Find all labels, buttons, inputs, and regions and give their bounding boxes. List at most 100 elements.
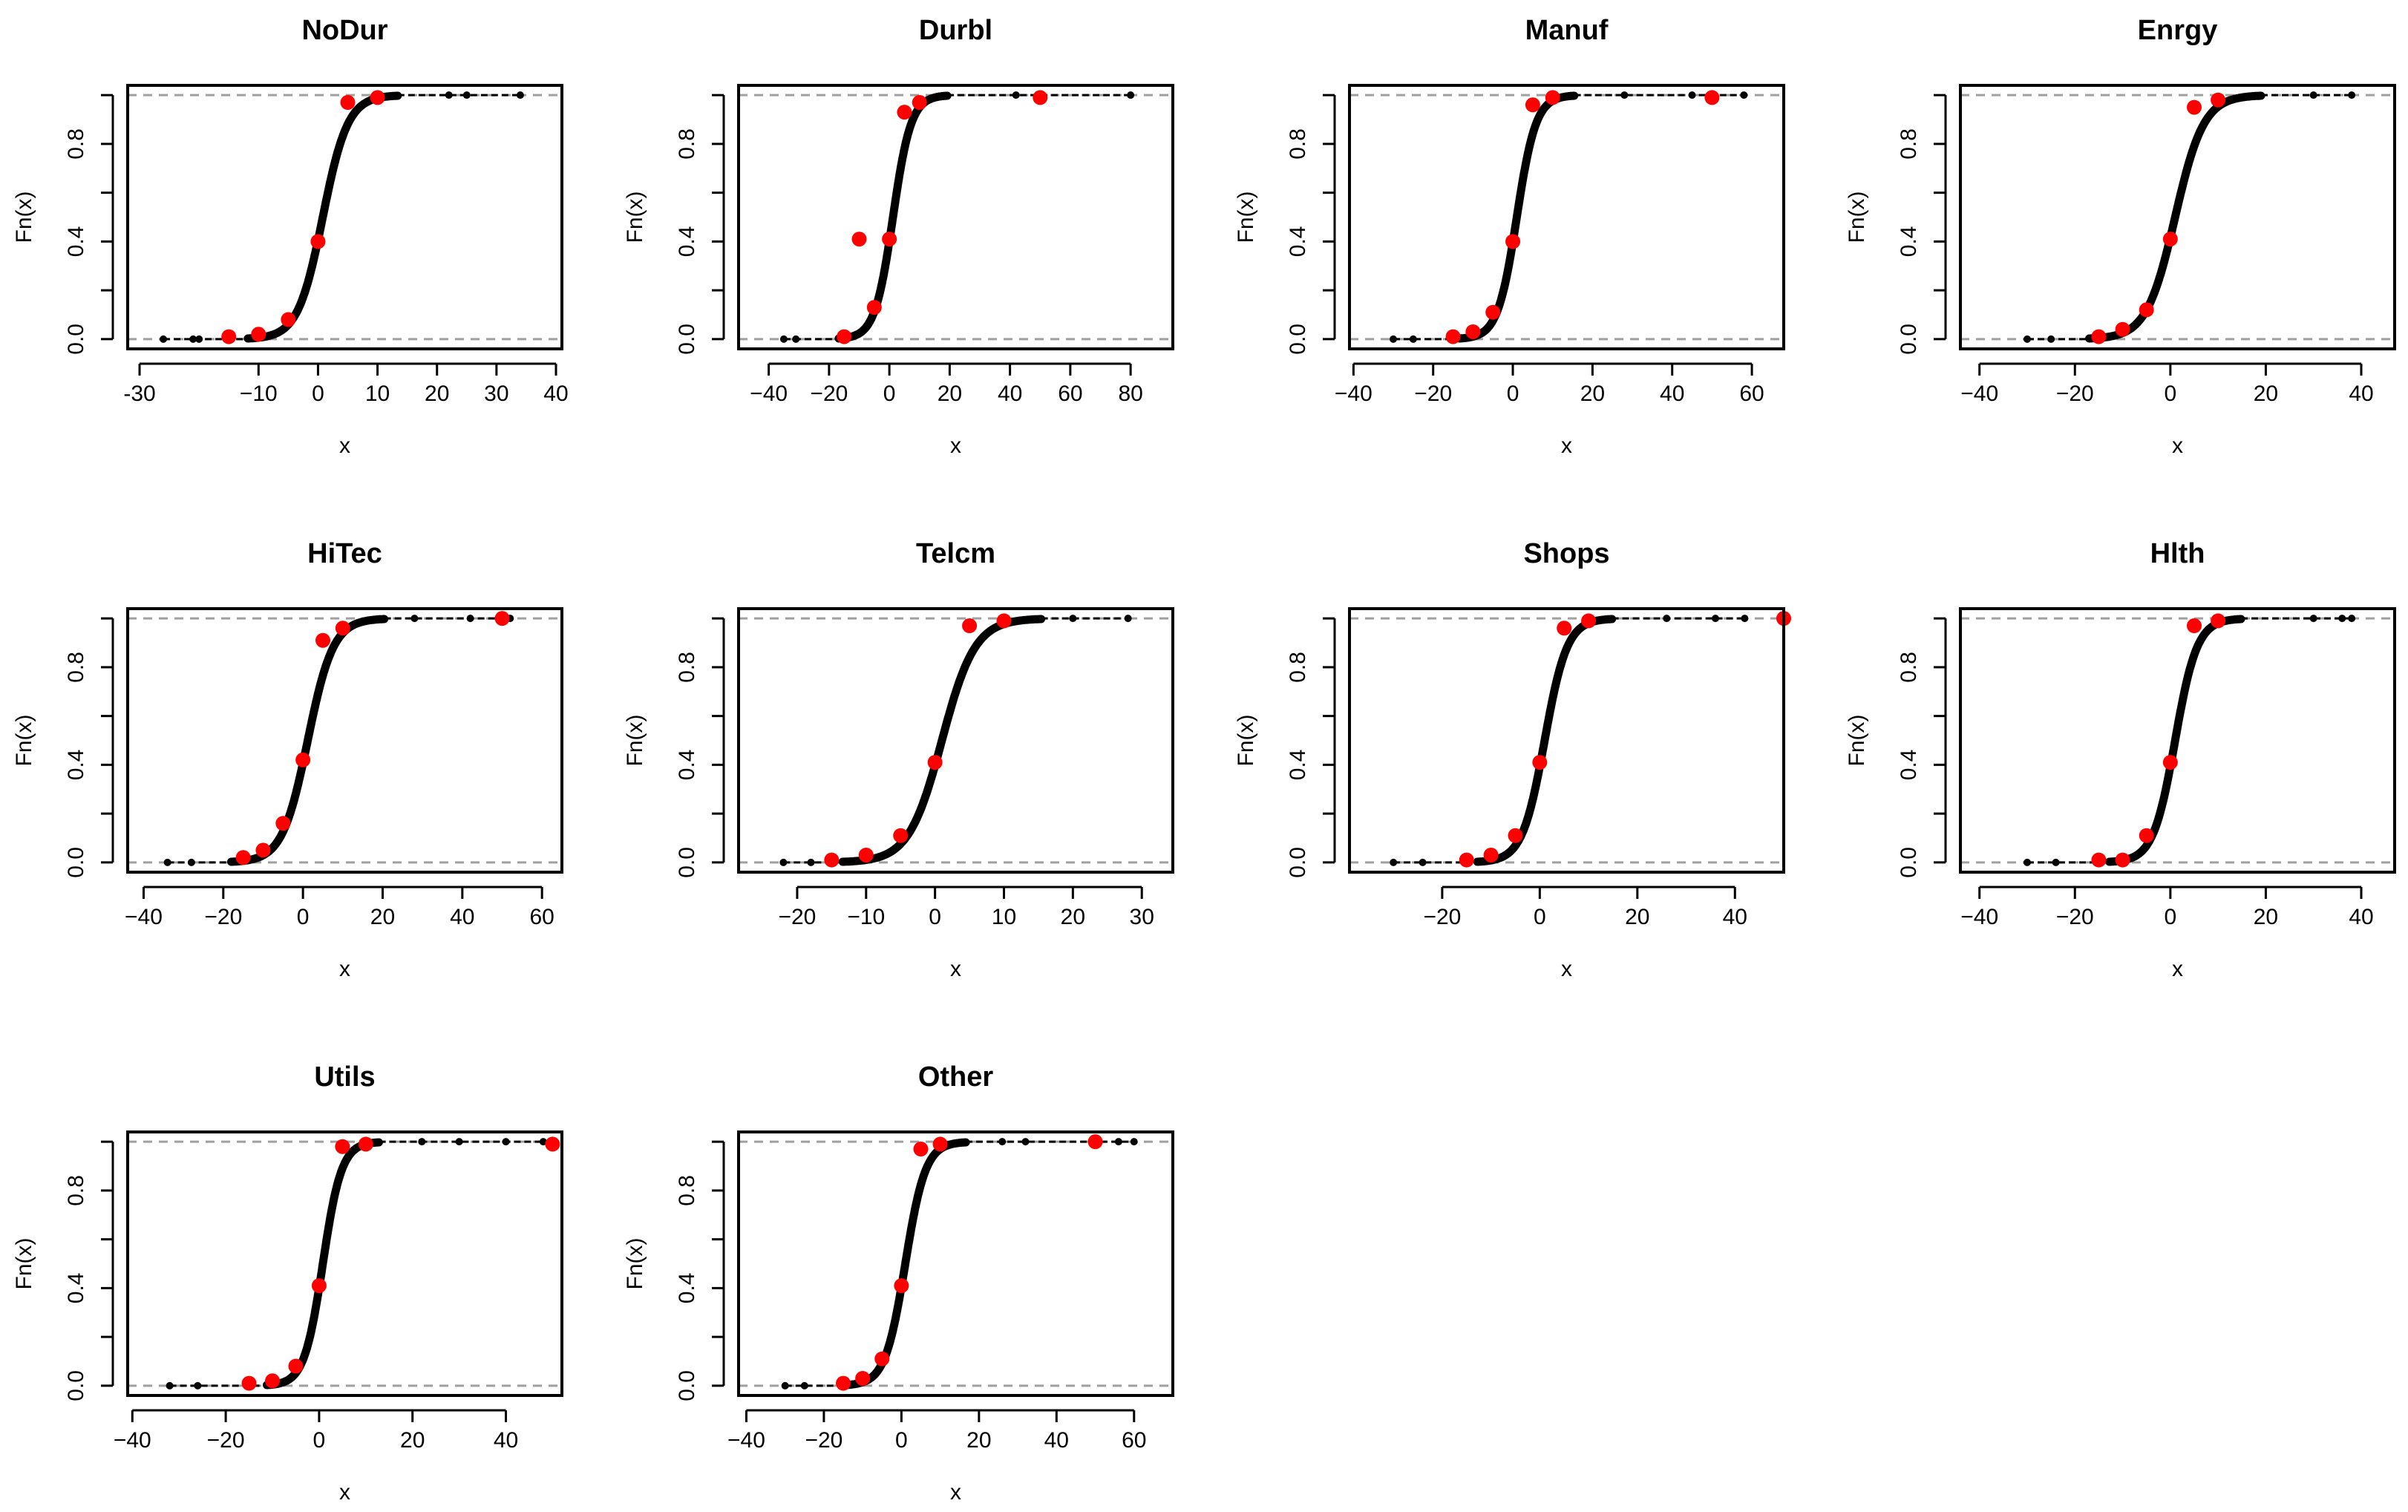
y-axis-label: Fn(x): [1845, 192, 1869, 243]
data-point: [1704, 90, 1720, 105]
x-tick-label: 40: [1660, 382, 1684, 406]
ecdf-step-point: [2023, 335, 2031, 343]
y-tick-label: 0.0: [64, 847, 88, 878]
x-tick-label: 0: [883, 382, 896, 406]
data-point: [1459, 852, 1474, 868]
panel-hitec: HiTec −40 −20 0 20 40 60 x 0.0 0.4 0.8 Fn(x): [12, 538, 563, 981]
x-tick-label: 10: [992, 905, 1016, 929]
panel-durbl: Durbl −40 −20 0 20 40 60 80 x 0.0 0.4 0.8 Fn(x): [623, 15, 1174, 458]
x-axis-label: x: [950, 433, 961, 458]
x-tick-label: 0: [312, 382, 324, 406]
x-axis-label: x: [339, 1480, 350, 1505]
y-axis-label: Fn(x): [1845, 715, 1869, 767]
data-point: [1505, 234, 1521, 249]
data-point: [235, 850, 251, 865]
x-axis-label: x: [2172, 433, 2183, 458]
x-tick-label: −20: [1423, 905, 1461, 929]
x-axis-label: x: [1561, 957, 1572, 981]
x-tick-label: 20: [370, 905, 395, 929]
x-tick-label: −10: [847, 905, 885, 929]
y-tick-label: 0.8: [1897, 128, 1921, 160]
x-tick-label: 80: [1118, 382, 1142, 406]
y-tick-label: 0.8: [675, 128, 699, 160]
data-point: [837, 329, 852, 344]
panel-telcm: Telcm −20 −10 0 10 20 30 x 0.0 0.4 0.8 Fn(x): [623, 538, 1174, 981]
y-tick-label: 0.4: [1286, 750, 1310, 781]
x-tick-label: −40: [1960, 382, 1998, 406]
x-tick-label: 0: [895, 1428, 908, 1453]
data-point: [913, 1142, 929, 1157]
y-tick-label: 0.0: [675, 847, 699, 878]
y-tick-label: 0.8: [64, 128, 88, 160]
ecdf-curve: [227, 615, 389, 866]
x-tick-label: 60: [1739, 382, 1764, 406]
x-tick-label: 20: [1625, 905, 1649, 929]
ecdf-step-point: [2309, 615, 2317, 623]
data-point: [370, 90, 385, 105]
x-tick-label: -30: [123, 382, 155, 406]
x-axis-label: x: [339, 433, 350, 458]
x-tick-label: 40: [2349, 905, 2373, 929]
x-axis-label: x: [1561, 433, 1572, 458]
ecdf-step-point: [166, 1381, 174, 1390]
data-point: [251, 327, 266, 342]
data-point: [1033, 90, 1048, 105]
y-tick-label: 0.8: [64, 1175, 88, 1206]
data-point: [855, 1370, 871, 1386]
data-point: [311, 1278, 327, 1294]
y-axis-label: Fn(x): [623, 1238, 647, 1290]
y-axis-label: Fn(x): [1234, 715, 1258, 767]
panel-title: Telcm: [916, 538, 995, 569]
ecdf-step-point: [2309, 91, 2317, 99]
ecdf-step-point: [455, 1138, 463, 1146]
panel-title: Other: [918, 1061, 994, 1093]
x-tick-label: 30: [484, 382, 508, 406]
y-tick-label: 0.0: [1286, 847, 1310, 878]
ecdf-step-point: [2338, 615, 2346, 623]
ecdf-step-point: [195, 335, 203, 343]
data-point: [241, 1375, 257, 1391]
y-axis-label: Fn(x): [1234, 192, 1258, 243]
ecdf-step-point: [1390, 335, 1398, 343]
y-axis-label: Fn(x): [12, 192, 36, 243]
ecdf-step-point: [1711, 615, 1719, 623]
panel-title: Enrgy: [2138, 15, 2218, 46]
data-point: [996, 613, 1012, 629]
plot-frame: [737, 84, 1174, 350]
x-tick-label: 60: [529, 905, 554, 929]
data-point: [1557, 621, 1572, 636]
y-tick-label: 0.8: [1897, 652, 1921, 683]
data-point: [912, 95, 927, 111]
ecdf-step-point: [418, 1138, 426, 1146]
x-tick-label: 20: [1061, 905, 1085, 929]
data-point: [335, 1139, 350, 1154]
x-tick-label: 20: [2254, 905, 2278, 929]
x-tick-label: −40: [750, 382, 788, 406]
y-tick-label: 0.8: [1286, 128, 1310, 160]
data-point: [2211, 613, 2226, 629]
ecdf-step-point: [2348, 91, 2356, 99]
y-tick-label: 0.4: [64, 226, 88, 258]
x-axis-label: x: [950, 957, 961, 981]
ecdf-step-point: [410, 615, 419, 623]
data-point: [1445, 329, 1461, 344]
data-point: [2091, 852, 2107, 868]
y-tick-label: 0.4: [1897, 226, 1921, 258]
plot-frame: [737, 1130, 1174, 1397]
data-point: [335, 621, 350, 636]
ecdf-step-point: [1741, 615, 1749, 623]
ecdf-step-point: [1409, 335, 1417, 343]
data-point: [288, 1358, 304, 1374]
data-point: [2211, 92, 2226, 108]
x-tick-label: −20: [2056, 382, 2094, 406]
ecdf-step-point: [194, 1381, 202, 1390]
ecdf-step-point: [1390, 858, 1398, 866]
x-axis-label: x: [950, 1480, 961, 1505]
ecdf-step-point: [1012, 91, 1020, 99]
panel-title: Manuf: [1525, 15, 1609, 46]
ecdf-step-point: [807, 858, 815, 866]
plot-frame: [126, 1130, 563, 1397]
x-tick-label: 20: [2254, 382, 2278, 406]
